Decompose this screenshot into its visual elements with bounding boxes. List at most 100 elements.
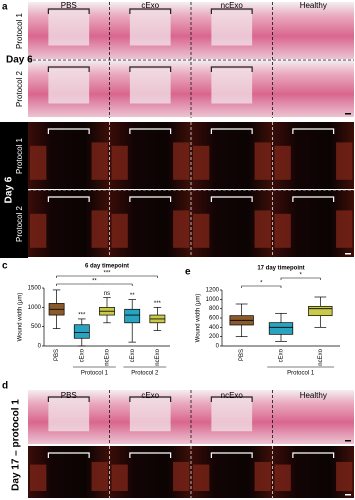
row-label: Protocol 2 [15,70,24,107]
y-tick-label: 1000 [28,305,42,311]
wound-bracket [292,128,335,134]
x-tick-label: cExo [279,348,285,362]
group-label: Protocol 1 [287,371,315,377]
column-header: ncExo [221,391,244,400]
significance: *** [103,271,111,277]
panel-label: a [2,2,8,13]
wound-area [129,68,171,104]
wound-bracket [47,452,90,458]
box [73,324,90,339]
y-tick-label: 200 [209,334,220,340]
significance: *** [78,313,86,319]
wound-bracket [210,66,253,72]
wound-bracket [47,66,90,72]
wound-bracket [129,196,172,202]
significance: ** [92,279,97,285]
x-tick-label: cExo [130,348,136,362]
histology-image [272,2,354,59]
significance: ** [130,293,135,299]
wound-area [211,10,253,46]
significance-bracket [56,275,158,278]
tissue-signal [274,464,291,492]
tissue-signal [91,210,108,248]
column-header: Healthy [300,391,327,400]
panel-label: d [2,381,8,392]
y-tick-label: 0 [38,344,42,350]
x-tick-label: ncExo [155,348,161,365]
y-tick-label: 400 [209,325,220,331]
significance: ns [104,291,110,297]
tissue-signal [30,464,47,492]
significance-bracket [56,283,133,286]
wound-area [211,68,253,104]
tissue-signal [173,461,190,492]
scale-bar [345,494,351,496]
wound-area [211,398,253,432]
box [308,305,333,317]
wound-bracket [129,66,172,72]
tissue-signal [111,464,128,492]
wound-area [48,68,90,104]
tissue-signal [30,145,47,180]
wound-bracket [292,452,335,458]
significance: * [260,281,263,287]
tissue-signal [111,213,128,248]
wound-bracket [210,8,253,14]
row-label: Protocol 1 [15,12,24,49]
histology-image [272,390,354,444]
x-tick-label: ncExo [318,348,324,365]
significance: * [299,273,302,279]
histology-image [272,60,354,117]
x-tick-label: cExo [79,348,85,362]
wound-bracket [129,452,172,458]
wound-bracket [47,396,90,402]
wound-bracket [129,8,172,14]
tissue-signal [274,213,291,248]
wound-bracket [210,196,253,202]
wound-bracket [129,128,172,134]
wound-area [48,10,90,46]
y-axis-label: Wound width (μm) [196,294,202,343]
y-tick-label: 600 [209,316,220,322]
tissue-signal [336,142,353,180]
label-strip [0,122,28,258]
chart-title: 6 day timepoint [85,264,129,270]
tissue-signal [254,461,271,492]
column-header: ncExo [221,1,244,10]
wound-area [129,398,171,432]
x-tick-label: PBS [54,349,60,361]
tissue-signal [193,145,210,180]
tissue-signal [254,210,271,248]
x-tick-label: PBS [239,349,245,361]
tissue-signal [336,461,353,492]
wound-bracket [129,396,172,402]
scale-bar [345,440,351,442]
y-tick-label: 1200 [206,288,220,294]
row-label: Protocol 2 [15,205,24,242]
y-tick-label: 800 [209,306,220,312]
column-header: Healthy [300,1,327,10]
box [124,308,141,324]
column-header: PBS [61,391,77,400]
wound-bracket [292,196,335,202]
chart-title: 17 day timepoint [257,266,304,272]
tissue-signal [254,142,271,180]
wound-bracket [47,8,90,14]
tissue-signal [91,142,108,180]
scale-bar [345,113,351,115]
tissue-signal [173,142,190,180]
y-tick-label: 500 [31,324,42,330]
y-tick-label: 0 [216,344,220,350]
row-label: Protocol 1 [15,137,24,174]
day-label: Day 6 [6,55,33,66]
tissue-signal [173,210,190,248]
tissue-signal [274,145,291,180]
wound-bracket [47,128,90,134]
tissue-signal [336,210,353,248]
column-header: cExo [141,391,159,400]
wound-bracket [210,396,253,402]
significance-bracket [241,285,282,288]
wound-bracket [47,196,90,202]
significance-bracket [280,277,321,280]
